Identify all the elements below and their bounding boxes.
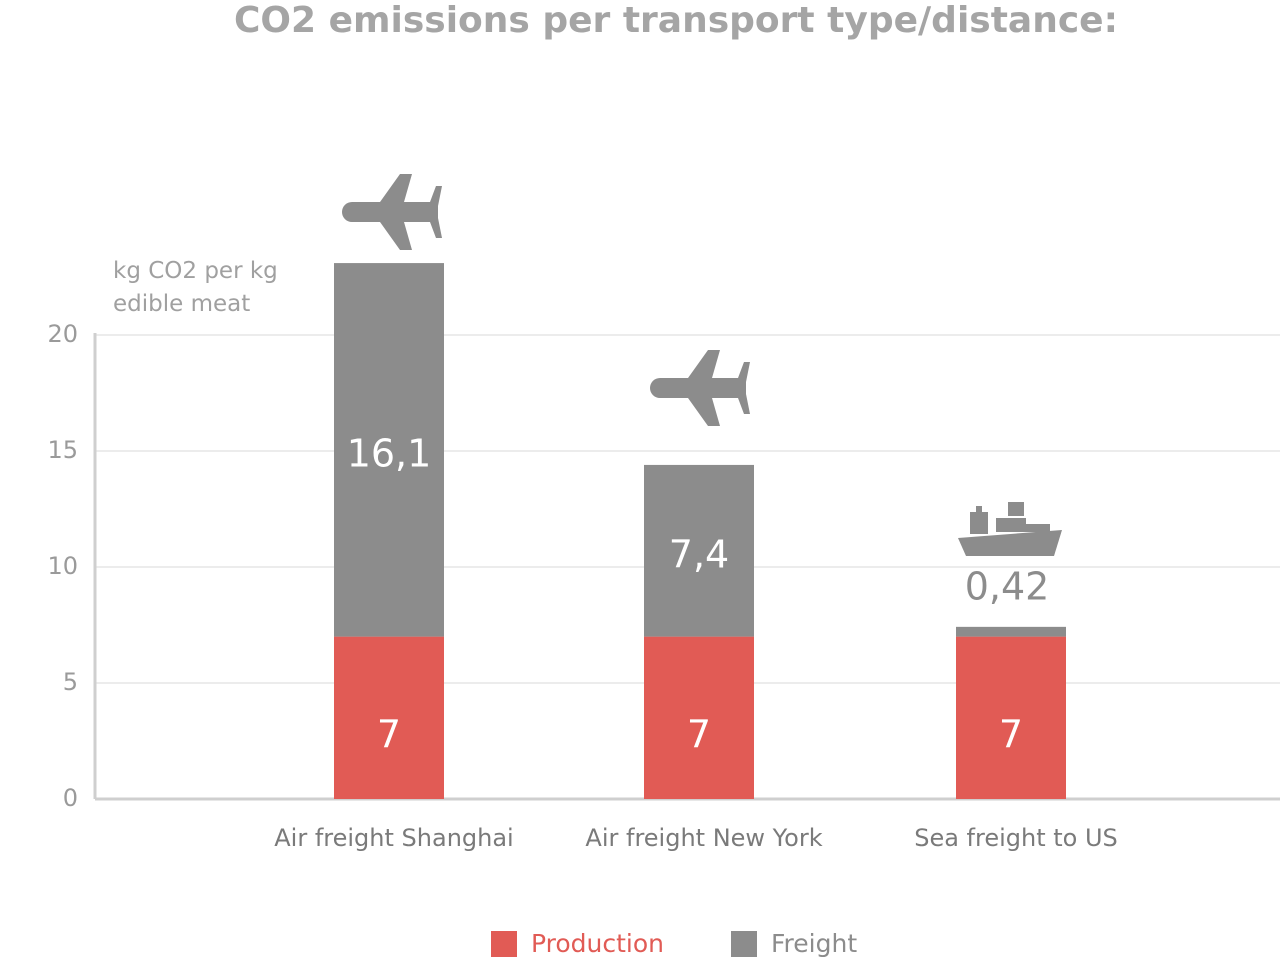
- bar-segment: [644, 464, 754, 637]
- data-label: 7,4: [669, 532, 729, 576]
- x-tick-label: Sea freight to US: [914, 824, 1118, 852]
- bar-segment: [334, 636, 444, 799]
- y-tick-label: 15: [47, 436, 78, 464]
- y-tick-label: 20: [47, 320, 78, 348]
- y-tick-label: 0: [63, 784, 78, 812]
- data-label: 0,42: [965, 564, 1050, 608]
- plane-icon: [650, 350, 750, 426]
- bar-segment: [956, 626, 1066, 637]
- bar-segment: [956, 636, 1066, 799]
- data-label: 7: [687, 713, 711, 757]
- data-label: 7: [999, 713, 1023, 757]
- legend-label: Production: [531, 929, 664, 958]
- plane-icon: [342, 174, 442, 250]
- chart-title: CO2 emissions per transport type/distanc…: [234, 0, 1118, 41]
- data-label: 7: [377, 713, 401, 757]
- ship-icon: [958, 502, 1062, 556]
- y-tick-label: 10: [47, 552, 78, 580]
- legend-label: Freight: [771, 929, 857, 958]
- legend-swatch: [731, 931, 757, 957]
- bar-segment: [334, 263, 444, 637]
- y-axis-label: kg CO2 per kg edible meat: [113, 258, 278, 317]
- bar-segment: [644, 636, 754, 799]
- legend-swatch: [491, 931, 517, 957]
- x-tick-label: Air freight Shanghai: [274, 824, 513, 852]
- data-label: 16,1: [347, 431, 432, 475]
- y-tick-label: 5: [63, 668, 78, 696]
- x-tick-label: Air freight New York: [585, 824, 822, 852]
